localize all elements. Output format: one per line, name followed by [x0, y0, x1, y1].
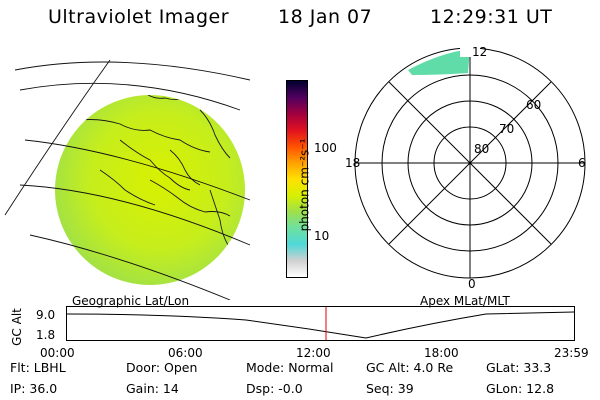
y-tick-9: 9.0	[36, 308, 56, 322]
coastlines	[79, 95, 231, 246]
polar-label-6: 6	[578, 156, 586, 170]
polar-ring-label-60: 60	[526, 98, 541, 112]
instrument-title: Ultraviolet Imager	[48, 6, 230, 28]
info-glon: GLon: 12.8	[486, 381, 555, 396]
colorbar-tick-10: 10	[314, 229, 330, 243]
altitude-curve	[66, 311, 575, 339]
info-glat: GLat: 33.3	[486, 360, 552, 375]
y-tick-1-8: 1.8	[36, 328, 56, 342]
geographic-globe-image	[4, 59, 251, 300]
time-label: 12:29:31 UT	[430, 6, 553, 28]
x-tick-0600: 06:00	[168, 346, 203, 360]
x-tick-1800: 18:00	[424, 346, 459, 360]
earth-disc	[55, 95, 245, 285]
polar-ring-label-80: 80	[474, 142, 489, 156]
colorbar-unit-label: photon cm⁻²s⁻¹	[297, 138, 312, 232]
polar-label-0: 0	[468, 277, 476, 290]
polar-label-12: 12	[472, 45, 487, 59]
polar-aurora-patch	[408, 49, 470, 75]
grid-lines	[4, 59, 251, 300]
info-flt: Flt: LBHL	[10, 360, 66, 375]
geo-label: Geographic Lat/Lon	[72, 294, 190, 308]
colorbar-tick-100: 100	[314, 141, 337, 155]
info-mode: Mode: Normal	[246, 360, 334, 375]
date-label: 18 Jan 07	[278, 6, 373, 28]
colorbar	[286, 80, 308, 278]
x-tick-2359: 23:59	[554, 346, 589, 360]
info-dsp: Dsp: -0.0	[246, 381, 303, 396]
info-door: Door: Open	[126, 360, 198, 375]
y-axis-title: GC Alt	[9, 308, 24, 346]
polar-ring-label-70: 70	[499, 122, 514, 136]
info-seq: Seq: 39	[366, 381, 414, 396]
info-ip: IP: 36.0	[10, 381, 58, 396]
polar-mlat-mlt-plot: 12 18 6 0 80 70 60	[345, 45, 586, 290]
info-gain: Gain: 14	[126, 381, 179, 396]
x-tick-1200: 12:00	[296, 346, 331, 360]
apex-label: Apex MLat/MLT	[420, 294, 510, 308]
altitude-trace-plot	[66, 306, 575, 341]
x-tick-0000: 00:00	[40, 346, 75, 360]
polar-label-18: 18	[345, 156, 360, 170]
info-gcalt: GC Alt: 4.0 Re	[366, 360, 454, 375]
